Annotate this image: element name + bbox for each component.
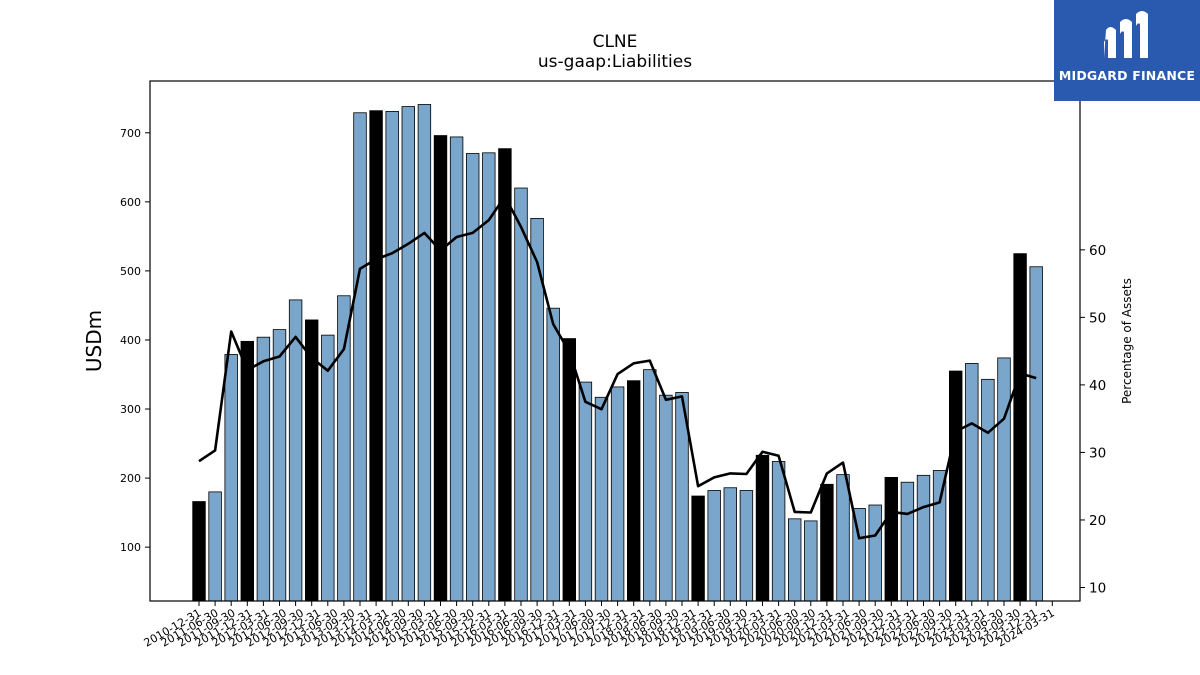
- chart-subtitle: us-gaap:Liabilities: [537, 52, 693, 72]
- bar: [401, 106, 416, 602]
- bar: [208, 491, 222, 602]
- bar: [643, 369, 657, 602]
- bar: [610, 386, 625, 602]
- y-tick-label: 200: [120, 472, 141, 485]
- bar: [1029, 266, 1043, 602]
- bar: [771, 461, 786, 602]
- bar: [465, 153, 480, 602]
- y2-tick-label: 20: [1089, 513, 1106, 529]
- bar: [932, 470, 947, 602]
- y2-tick-label: 40: [1089, 378, 1106, 394]
- bar: [514, 187, 528, 602]
- bar: [997, 357, 1011, 602]
- bar: [916, 474, 931, 602]
- y2-tick-label: 10: [1089, 580, 1106, 596]
- midgard-logo-icon: [1104, 11, 1148, 58]
- bars-layer: [192, 104, 1043, 602]
- bar: [659, 394, 673, 602]
- bar: [836, 474, 850, 602]
- bar: [981, 378, 995, 602]
- bar: [546, 307, 560, 602]
- bar: [1013, 253, 1027, 602]
- bar: [594, 396, 609, 602]
- bar: [385, 110, 399, 602]
- chart-title: CLNE: [592, 32, 638, 52]
- pct-assets-line: [198, 195, 1037, 540]
- bar: [900, 481, 915, 602]
- y-tick-label: 600: [120, 196, 141, 209]
- bar: [369, 110, 383, 602]
- bar: [949, 370, 963, 602]
- bar: [804, 520, 818, 602]
- bar: [820, 483, 834, 602]
- bar: [417, 104, 432, 602]
- plot-frame: [149, 80, 1081, 602]
- bar: [739, 490, 754, 602]
- brand-name: MIDGARD FINANCE: [1058, 68, 1196, 83]
- brand-logo: MIDGARD FINANCE: [1054, 0, 1200, 101]
- bar: [965, 363, 979, 602]
- bar: [707, 490, 721, 602]
- bar: [449, 136, 464, 602]
- line-layer: [198, 195, 1037, 540]
- y-tick-label: 100: [120, 541, 141, 554]
- bar: [224, 354, 238, 602]
- bar: [788, 518, 802, 602]
- bar: [240, 340, 255, 602]
- y2-tick-label: 30: [1089, 445, 1106, 461]
- bar: [868, 504, 882, 602]
- bar: [884, 476, 899, 602]
- axes-layer: 1002003004005006007001020304050602010-12…: [82, 80, 1134, 650]
- bar: [256, 336, 271, 602]
- bar: [433, 135, 448, 602]
- bar: [272, 329, 287, 602]
- bar: [321, 334, 335, 602]
- y2-tick-label: 60: [1089, 243, 1106, 259]
- bar: [755, 454, 770, 602]
- y-axis-label: USDm: [82, 310, 106, 372]
- y-tick-label: 300: [120, 403, 141, 416]
- y2-tick-label: 50: [1089, 310, 1106, 326]
- y-tick-label: 500: [120, 265, 141, 278]
- bar: [691, 495, 705, 602]
- bar: [723, 487, 738, 602]
- bar: [353, 112, 367, 602]
- y-tick-label: 700: [120, 127, 141, 140]
- bar: [192, 501, 206, 602]
- bar: [288, 299, 303, 602]
- bar: [337, 295, 351, 602]
- y-tick-label: 400: [120, 334, 141, 347]
- bar: [578, 381, 593, 602]
- bar: [498, 148, 512, 602]
- y2-axis-label: Percentage of Assets: [1120, 278, 1134, 404]
- bar: [562, 338, 577, 602]
- bar: [627, 380, 641, 602]
